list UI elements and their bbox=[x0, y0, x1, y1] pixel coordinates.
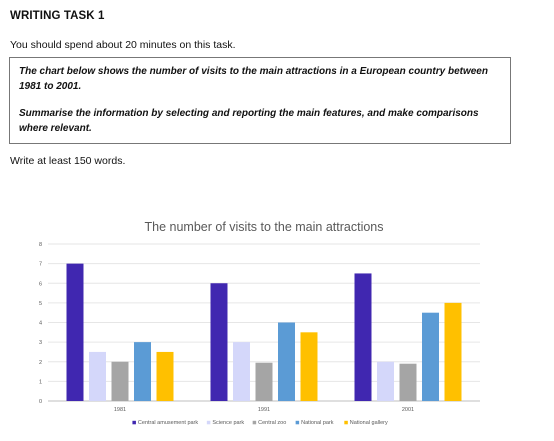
bar bbox=[444, 302, 462, 401]
bar bbox=[210, 283, 228, 401]
legend: Central amusement park Science park Centra… bbox=[132, 420, 388, 426]
x-tick-label: 1991 bbox=[258, 407, 270, 413]
legend-label: Science park bbox=[212, 420, 244, 426]
legend-label: Central zoo bbox=[258, 420, 286, 426]
bar bbox=[399, 363, 417, 401]
x-axis-ticks: 1981 1991 2001 bbox=[114, 407, 414, 413]
y-tick-label: 3 bbox=[39, 340, 42, 346]
bar bbox=[278, 322, 295, 401]
legend-swatch bbox=[344, 420, 348, 425]
task-requirement: Summarise the information by selecting a… bbox=[19, 108, 479, 134]
bar bbox=[156, 351, 174, 401]
bar bbox=[377, 361, 394, 401]
legend-swatch bbox=[132, 420, 136, 425]
y-tick-label: 5 bbox=[39, 301, 42, 307]
bar bbox=[300, 332, 318, 401]
x-tick-label: 2001 bbox=[402, 407, 414, 413]
y-tick-label: 1 bbox=[39, 379, 42, 385]
bar-chart: The number of visits to the main attract… bbox=[39, 220, 480, 426]
legend-label: National gallery bbox=[350, 420, 388, 426]
bar bbox=[134, 342, 151, 401]
time-instruction: You should spend about 20 minutes on thi… bbox=[10, 39, 236, 51]
bar bbox=[354, 273, 372, 401]
chart-title: The number of visits to the main attract… bbox=[145, 220, 384, 234]
bar bbox=[89, 351, 106, 401]
page-heading: WRITING TASK 1 bbox=[10, 10, 105, 22]
bar bbox=[233, 342, 250, 401]
bar bbox=[255, 362, 273, 401]
legend-swatch bbox=[295, 420, 300, 425]
x-tick-label: 1981 bbox=[114, 407, 126, 413]
word-count-instruction: Write at least 150 words. bbox=[10, 155, 126, 167]
y-axis-ticks: 0 1 2 3 4 5 6 7 8 bbox=[39, 242, 42, 405]
legend-swatch bbox=[252, 420, 257, 425]
y-tick-label: 2 bbox=[39, 360, 42, 366]
task-description: The chart below shows the number of visi… bbox=[19, 66, 488, 92]
task-prompt-box: The chart below shows the number of visi… bbox=[9, 57, 511, 144]
y-tick-label: 8 bbox=[39, 242, 42, 248]
bar bbox=[66, 263, 84, 401]
bar bbox=[422, 312, 439, 401]
legend-label: Central amusement park bbox=[138, 420, 198, 426]
y-tick-label: 0 bbox=[39, 399, 42, 405]
bar bbox=[111, 361, 129, 401]
y-tick-label: 4 bbox=[39, 321, 42, 327]
legend-swatch bbox=[206, 420, 211, 425]
legend-label: National park bbox=[301, 420, 334, 426]
y-tick-label: 7 bbox=[39, 262, 42, 268]
y-tick-label: 6 bbox=[39, 281, 42, 287]
bars bbox=[66, 263, 462, 401]
